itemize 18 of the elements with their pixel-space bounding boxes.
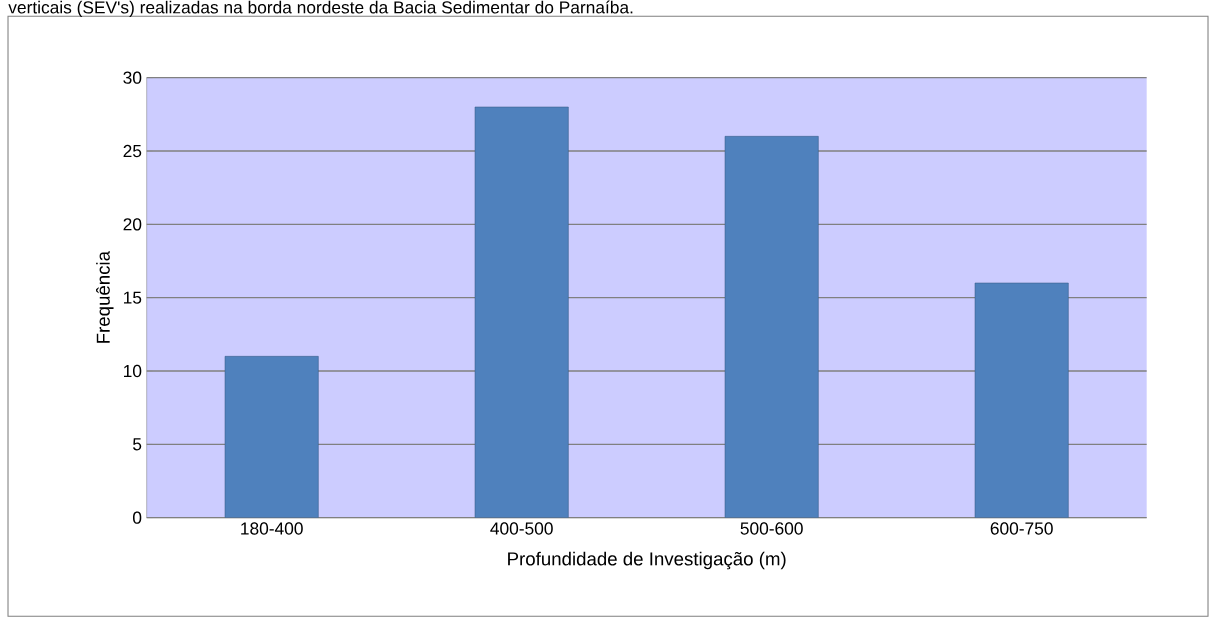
y-tick-label: 20 — [123, 218, 142, 231]
y-tick-label: 10 — [124, 364, 142, 378]
text: verticais (SEV's) realizadas na borda nordeste da Bacia Sedimentar do Parnaíba. — [8, 0, 633, 17]
bar — [724, 136, 819, 518]
y-tick-label: 30 — [123, 71, 142, 84]
y-tick-label: 25 — [123, 144, 142, 158]
x-tick-label: 500-600 — [740, 522, 803, 535]
y-tick-label: 15 — [124, 291, 142, 304]
x-tick-label: 180-400 — [241, 522, 303, 535]
bar — [224, 356, 319, 518]
bar — [474, 106, 569, 518]
x-tick-label: 400-500 — [490, 522, 553, 535]
x-tick-label: 600-750 — [990, 522, 1053, 535]
x-axis-title: Profundidade de Investigação (m) — [508, 551, 786, 570]
y-tick-label: 5 — [133, 438, 142, 451]
y-axis-title: Frequência — [96, 250, 114, 343]
bar — [974, 282, 1069, 518]
y-tick-label: 0 — [132, 511, 142, 524]
